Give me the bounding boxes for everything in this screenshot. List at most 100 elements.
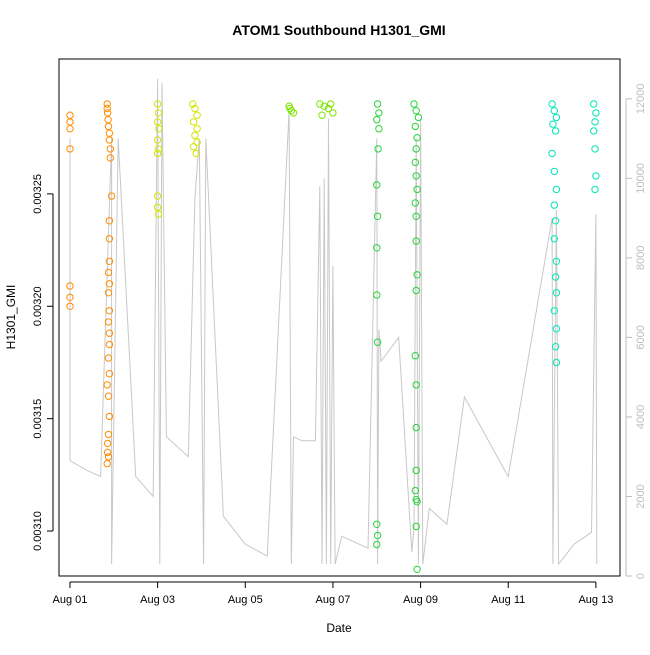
data-point (153, 203, 162, 212)
data-point (153, 136, 162, 144)
plot-frame (58, 58, 621, 577)
data-point (412, 381, 420, 389)
data-point (66, 302, 74, 310)
data-point (66, 282, 74, 290)
y-tick-label: 0.00315 (32, 399, 44, 439)
data-point (411, 486, 419, 495)
y-tick-label: 0.00320 (32, 286, 44, 326)
data-point (192, 149, 200, 158)
data-point (154, 109, 163, 117)
data-point (373, 100, 382, 108)
data-point (105, 340, 114, 349)
data-point (189, 118, 198, 126)
data-point (154, 210, 163, 218)
data-point (189, 143, 198, 151)
data-point (411, 199, 419, 207)
data-point (104, 116, 112, 124)
data-point (66, 145, 74, 153)
data-point (316, 100, 324, 108)
data-point (103, 381, 111, 389)
x-tick-label: Aug 05 (228, 594, 263, 606)
data-point (414, 113, 423, 122)
data-point (413, 185, 421, 194)
data-point (104, 268, 113, 277)
data-point (590, 127, 598, 135)
data-point (548, 149, 556, 158)
data-point (103, 100, 111, 108)
chart-title: ATOM1 Southbound H1301_GMI (232, 22, 445, 38)
data-point (153, 192, 162, 200)
data-point (105, 280, 114, 288)
secondary-line (69, 78, 598, 566)
data-point (551, 217, 560, 225)
data-point (413, 271, 421, 279)
data-point (105, 136, 114, 144)
data-point (66, 125, 74, 133)
data-point (105, 329, 114, 337)
data-point (373, 212, 382, 221)
y-tick-label: 0.00325 (32, 174, 44, 214)
data-point (153, 100, 162, 108)
data-point (103, 439, 112, 448)
data-point (105, 307, 114, 315)
data-point (193, 138, 201, 146)
data-point (592, 109, 600, 117)
x-tick-label: Aug 09 (403, 594, 438, 606)
data-point (104, 318, 113, 326)
data-point (411, 352, 419, 360)
data-point (373, 540, 381, 549)
y2-tick-label: 2000 (635, 484, 647, 508)
y2-tick-label: 8000 (635, 246, 647, 270)
data-point (412, 286, 420, 295)
data-point (550, 235, 558, 243)
y-tick-label: 0.00310 (32, 511, 44, 551)
y2-tick-label: 4000 (635, 405, 647, 429)
data-point (289, 109, 298, 117)
data-point (550, 201, 558, 209)
data-point (104, 392, 113, 400)
data-point (412, 522, 420, 531)
data-point (320, 102, 328, 110)
data-point (103, 104, 111, 113)
data-point (106, 145, 115, 153)
data-point (66, 118, 74, 126)
data-point (591, 185, 599, 194)
data-point (551, 127, 560, 135)
data-point (552, 185, 561, 194)
data-point (105, 257, 114, 265)
data-point (104, 430, 113, 439)
data-point (66, 111, 74, 119)
data-point (374, 145, 382, 153)
data-point (413, 134, 421, 142)
data-point (324, 104, 333, 113)
data-point (411, 122, 419, 131)
y2-axis: 0 2000 4000 6000 8000 10000 12000 (625, 84, 647, 579)
data-point (191, 104, 199, 113)
data-point (410, 100, 418, 108)
data-point (191, 131, 199, 140)
data-point (107, 192, 116, 200)
data-point (193, 125, 201, 133)
data-point (329, 109, 337, 117)
data-point (105, 129, 114, 137)
data-point (373, 116, 381, 124)
data-point (550, 167, 558, 176)
data-point (550, 307, 558, 315)
data-point (552, 113, 561, 122)
data-point (105, 412, 114, 421)
x-tick-label: Aug 11 (491, 594, 525, 606)
data-point (373, 244, 381, 252)
data-point (412, 145, 420, 153)
points-layer (66, 100, 600, 573)
data-point (155, 125, 163, 133)
data-point (104, 122, 113, 131)
y2-tick-label: 0 (635, 573, 647, 579)
data-point (373, 531, 382, 540)
data-point (103, 448, 112, 457)
data-point (592, 172, 600, 180)
data-point (591, 145, 599, 153)
data-point (189, 100, 197, 108)
data-point (373, 520, 381, 528)
data-point (286, 104, 294, 113)
